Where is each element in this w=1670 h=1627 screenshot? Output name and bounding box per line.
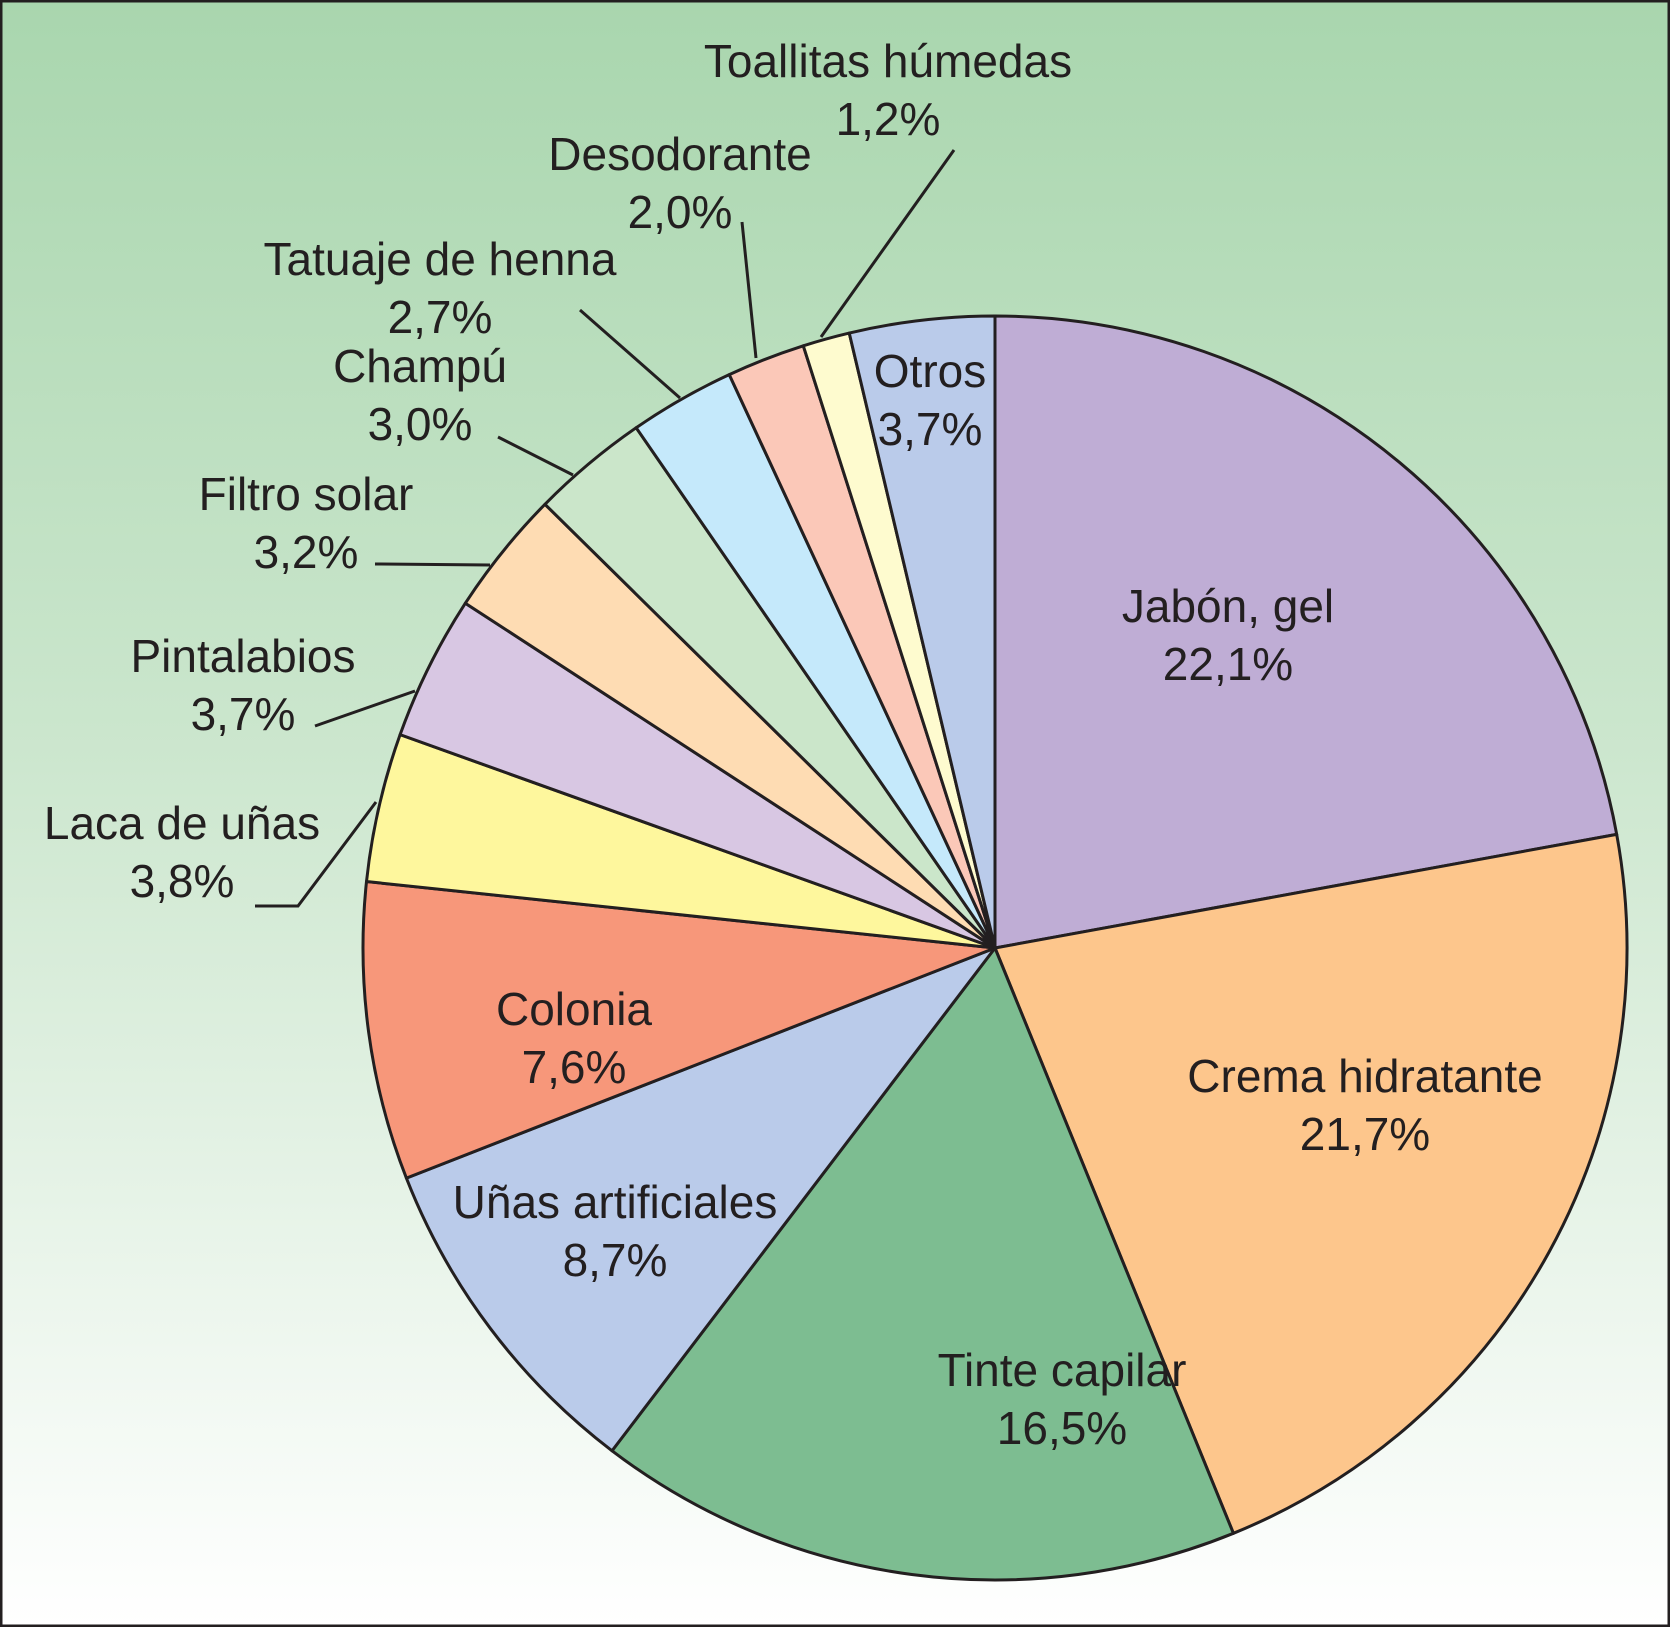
- slice-value-tatuaje-de-henna: 2,7%: [388, 291, 493, 343]
- slice-label-filtro-solar: Filtro solar: [199, 468, 414, 520]
- slice-value-tinte-capilar: 16,5%: [997, 1402, 1127, 1454]
- leader-line-filtro-solar: [374, 562, 491, 567]
- slice-value-jabon-gel: 22,1%: [1163, 638, 1293, 690]
- pie-slice-colonia: [361, 880, 997, 1180]
- slice-value-laca-de-unas: 3,8%: [130, 855, 235, 907]
- slices-layer: [361, 314, 1629, 1582]
- pie-slice-otros: [847, 314, 997, 950]
- slice-label-desodorante: Desodorante: [548, 128, 811, 180]
- slice-label-champu: Champú: [333, 340, 507, 392]
- pie-slice-crema-hidratante: [993, 832, 1629, 1535]
- leader-line-champu: [497, 435, 574, 477]
- slice-label-laca-de-unas: Laca de uñas: [44, 797, 320, 849]
- slice-label-unas-artificiales: Uñas artificiales: [453, 1176, 778, 1228]
- slice-label-tatuaje-de-henna: Tatuaje de henna: [264, 233, 617, 285]
- leader-line-desodorante: [740, 221, 758, 359]
- pie-slice-jabon-gel: [993, 314, 1619, 950]
- slice-value-unas-artificiales: 8,7%: [563, 1234, 668, 1286]
- slice-label-tinte-capilar: Tinte capilar: [938, 1344, 1187, 1396]
- pie-slice-unas-artificiales: [404, 946, 997, 1453]
- leader-line-toallitas-humedas: [819, 149, 956, 338]
- leader-lines-layer: [255, 149, 956, 908]
- slice-label-pintalabios: Pintalabios: [130, 630, 355, 682]
- slice-value-pintalabios: 3,7%: [191, 688, 296, 740]
- leader-line-pintalabios: [314, 689, 416, 728]
- pie-slice-tinte-capilar: [610, 946, 1235, 1582]
- leader-line-tatuaje-de-henna: [579, 308, 681, 400]
- slice-label-otros: Otros: [874, 345, 986, 397]
- slice-value-toallitas-humedas: 1,2%: [836, 93, 941, 145]
- labels-layer: Jabón, gel 22,1% Crema hidratante 21,7% Tint…: [44, 35, 1543, 1454]
- slice-label-toallitas-humedas: Toallitas húmedas: [704, 35, 1072, 87]
- slice-value-colonia: 7,6%: [522, 1041, 627, 1093]
- slice-value-filtro-solar: 3,2%: [254, 526, 359, 578]
- leader-line-laca-de-unas: [255, 801, 378, 908]
- slice-value-champu: 3,0%: [368, 398, 473, 450]
- slice-label-colonia: Colonia: [496, 983, 652, 1035]
- slice-label-jabon-gel: Jabón, gel: [1122, 580, 1334, 632]
- slice-value-desodorante: 2,0%: [628, 186, 733, 238]
- slice-value-otros: 3,7%: [878, 403, 983, 455]
- slice-value-crema-hidratante: 21,7%: [1300, 1108, 1430, 1160]
- slice-label-crema-hidratante: Crema hidratante: [1187, 1050, 1542, 1102]
